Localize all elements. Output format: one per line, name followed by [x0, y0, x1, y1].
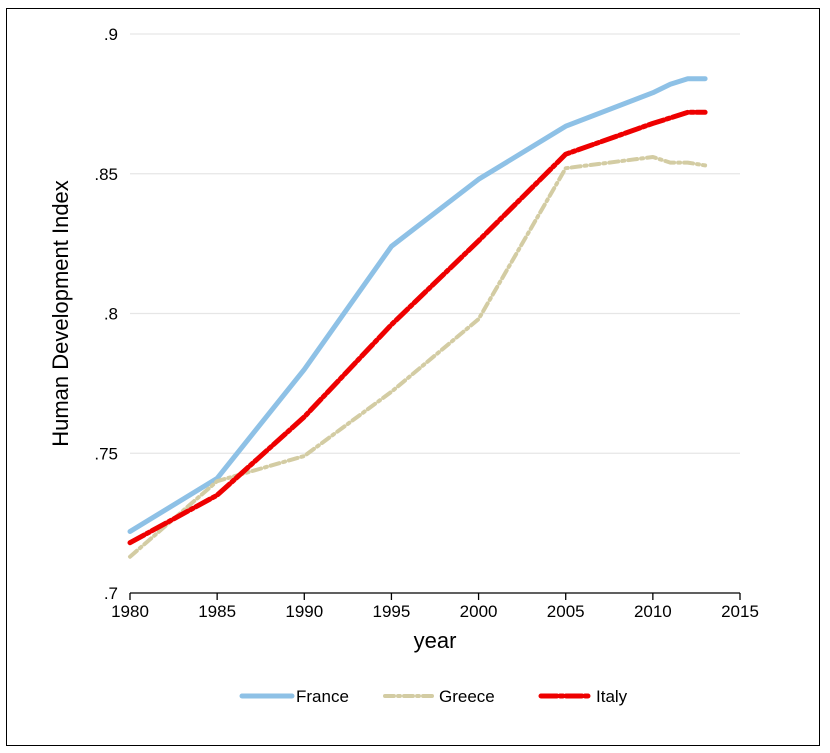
legend-label: France — [296, 687, 349, 706]
axes: 1980 1985 1990 1995 2000 2005 2010 2015 .7 .75 .8.… — [94, 25, 759, 621]
x-tick-label: 2005 — [547, 602, 585, 621]
legend-item-italy: Italy — [538, 687, 628, 706]
y-tick-label: .85 — [94, 165, 118, 184]
y-tick-label: .7 — [104, 584, 118, 603]
y-tick-label: .9 — [104, 25, 118, 44]
x-tick-label: 2010 — [634, 602, 672, 621]
chart-frame — [6, 8, 820, 746]
x-tick-label: 2000 — [460, 602, 498, 621]
x-axis-title: year — [414, 628, 457, 653]
series-line-greece — [128, 155, 708, 559]
legend-label: Italy — [596, 687, 628, 706]
legend-item-greece: Greece — [383, 687, 495, 706]
x-tick-label: 1980 — [111, 602, 149, 621]
y-axis-title: Human Development Index — [48, 180, 73, 447]
series-lines — [127, 76, 708, 559]
y-tick-label: .8 — [104, 305, 118, 324]
series-line-france — [127, 76, 708, 534]
x-tick-label: 2015 — [721, 602, 759, 621]
x-tick-label: 1995 — [373, 602, 411, 621]
legend-label: Greece — [439, 687, 495, 706]
legend: France Greece Italy — [239, 687, 628, 706]
gridlines — [130, 33, 740, 454]
legend-item-france: France — [239, 687, 349, 706]
x-tick-label: 1990 — [285, 602, 323, 621]
x-tick-label: 1985 — [198, 602, 236, 621]
y-tick-label: .75 — [94, 444, 118, 463]
series-line-italy — [127, 109, 708, 546]
